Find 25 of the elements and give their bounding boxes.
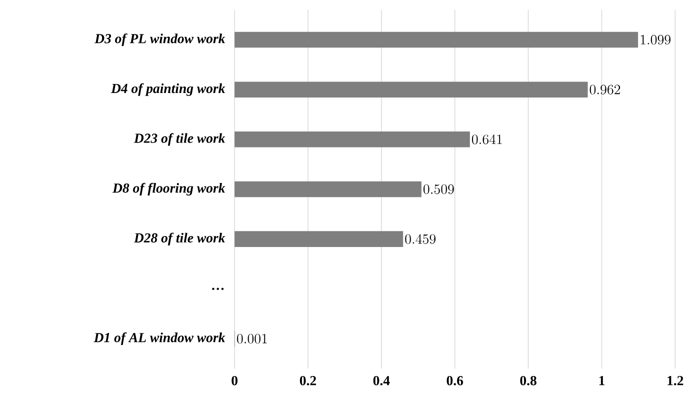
x-tick-label: 0.8 [520,376,536,386]
bar [234,82,588,98]
y-tick-label: D23 of tile work [134,133,226,146]
data-label: 0.509 [424,184,454,194]
x-tick-label: 1.2 [668,376,684,386]
bar [234,131,470,148]
x-tick-label: 0.4 [373,376,390,386]
data-label: 0.459 [405,234,436,244]
x-tick-label: 0.2 [300,376,316,386]
bar [234,32,638,48]
bar [234,231,404,247]
x-tick-label: 0.6 [446,376,464,386]
data-label: 0.641 [472,134,502,144]
data-label: 0.962 [590,84,620,94]
y-tick-label: D8 of flooring work [112,182,226,196]
y-tick-label: D1 of AL window work [94,332,226,345]
bar [234,181,422,198]
y-tick-label: D3 of PL window work [94,33,226,46]
data-label: 1 .099 [640,34,670,45]
y-tick-label: D4 of painting work [110,83,226,96]
y-tick-label: … [212,288,224,290]
x-tick-label: 1 [599,376,604,386]
data-label: 0.001 [237,334,267,344]
x-tick-label: 0 [232,376,238,386]
y-tick-label: D28 of tile work [134,232,226,246]
